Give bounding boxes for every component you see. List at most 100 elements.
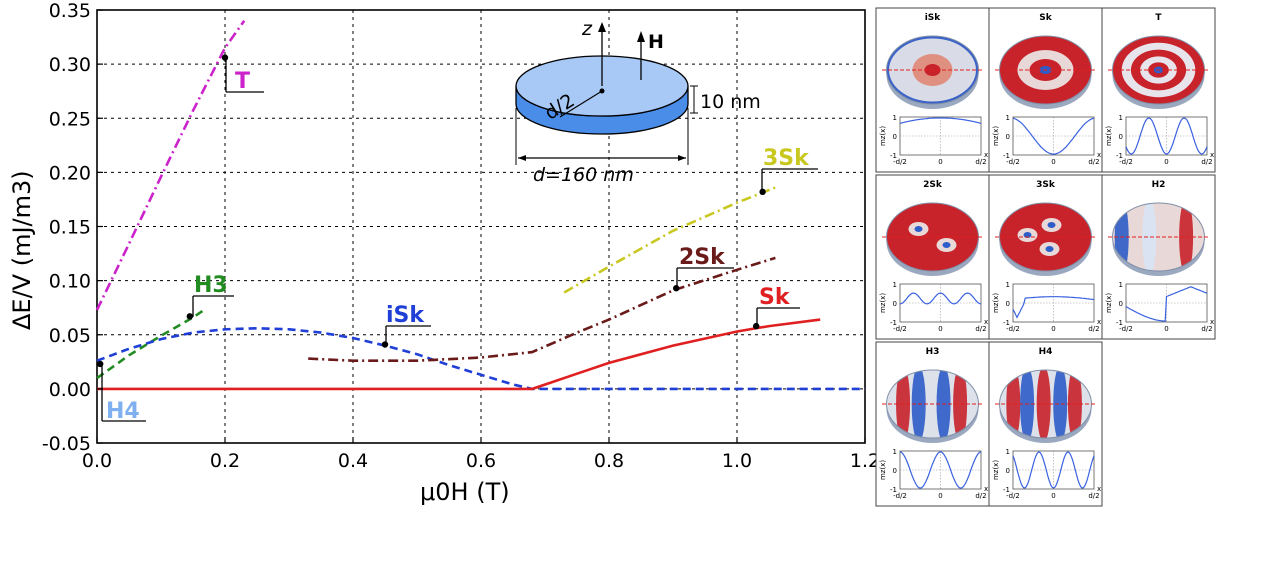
panel-sk: Sk 1 0 -1-d/2 0 d/2x mz(x) <box>988 7 1103 173</box>
y-tick-label: 0.35 <box>49 0 91 22</box>
profile-x-right: d/2 <box>975 158 986 166</box>
profile-x-right: d/2 <box>1088 325 1099 333</box>
y-tick-label: 0.00 <box>49 379 91 401</box>
series-line-H3 <box>96 307 207 380</box>
series-label-2Sk: 2Sk <box>679 245 726 270</box>
series-line-T <box>95 20 246 311</box>
mz-profile-line <box>899 451 982 489</box>
y-tick-label: 0.05 <box>49 325 91 347</box>
profile-x-right: d/2 <box>1201 325 1212 333</box>
profile-y-bot: -1 <box>1003 319 1010 327</box>
profile-y-mid: 0 <box>1119 300 1123 308</box>
mz-profile-line <box>1125 286 1208 322</box>
profile-y-var: mz(x) <box>992 126 1000 146</box>
z-label: z <box>581 18 593 40</box>
label-2Sk: 2Sk <box>676 245 734 290</box>
profile-x-left: -d/2 <box>1006 158 1020 166</box>
profile-x-mid: 0 <box>1051 158 1055 166</box>
profile-y-bot: -1 <box>1116 152 1123 160</box>
profile-x-right: d/2 <box>1088 492 1099 500</box>
series-line-Sk <box>97 318 821 391</box>
h-label: H <box>648 31 664 53</box>
series-labels: T H3 iSk 2Sk 3Sk <box>101 58 818 424</box>
y-tick-label: 0.10 <box>49 271 91 293</box>
profile-x-var: x <box>1097 485 1101 493</box>
y-tick-label: 0.20 <box>49 162 91 184</box>
label-Sk: Sk <box>756 285 800 327</box>
marker-T <box>221 54 229 61</box>
mz-profile-line <box>899 117 982 124</box>
profile-x-mid: 0 <box>1051 325 1055 333</box>
diameter-arrow-left <box>518 155 526 161</box>
profile-x-var: x <box>984 318 988 326</box>
panel-title: T <box>1155 13 1162 23</box>
x-tick-label: 0.2 <box>210 450 240 472</box>
profile-x-left: -d/2 <box>1119 158 1133 166</box>
panel-3sk: 3Sk 1 0 -1-d/2 0 d/2x mz(x) <box>988 174 1103 340</box>
profile-y-bot: -1 <box>890 152 897 160</box>
profile-x-var: x <box>1210 151 1214 159</box>
mz-profile-line <box>1012 117 1095 155</box>
profile-x-mid: 0 <box>938 325 942 333</box>
profile-y-top: 1 <box>893 281 897 289</box>
main-plot: 0.0 0.2 0.4 0.6 0.8 1.0 1.2 -0.05 0.00 0.05 0.10 0.… <box>42 0 880 472</box>
disk-schematic: z H d/2 10 nm d=160 nm <box>515 18 761 186</box>
profile-x-mid: 0 <box>1164 158 1168 166</box>
series-label-3Sk: 3Sk <box>763 146 810 171</box>
panel-title: iSk <box>925 13 942 23</box>
x-tick-label: 0.8 <box>594 450 624 472</box>
profile-y-top: 1 <box>1006 114 1010 122</box>
series-line-3Sk <box>563 186 776 294</box>
series-lines <box>95 20 865 391</box>
h-arrow-head <box>637 31 645 42</box>
profile-y-bot: -1 <box>890 486 897 494</box>
y-tick-label: 0.30 <box>49 54 91 76</box>
profile-y-top: 1 <box>1119 114 1123 122</box>
profile-y-bot: -1 <box>1116 319 1123 327</box>
series-label-Sk: Sk <box>759 285 791 310</box>
panel-title: H4 <box>1039 347 1053 357</box>
series-label-H3: H3 <box>194 273 228 298</box>
axis-ticks: 0.0 0.2 0.4 0.6 0.8 1.0 1.2 -0.05 0.00 0.05 0.10 0.… <box>42 0 880 472</box>
profile-y-bot: -1 <box>1003 486 1010 494</box>
marker-iSk <box>381 341 389 348</box>
series-label-iSk: iSk <box>386 303 425 328</box>
profile-x-mid: 0 <box>938 158 942 166</box>
profile-y-var: mz(x) <box>992 293 1000 313</box>
profile-y-mid: 0 <box>893 133 897 141</box>
panel-title: H2 <box>1152 180 1166 190</box>
profile-x-left: -d/2 <box>1006 325 1020 333</box>
y-axis-label: ΔE/V (mJ/m3) <box>8 170 36 330</box>
profile-x-left: -d/2 <box>1006 492 1020 500</box>
profile-x-var: x <box>984 485 988 493</box>
x-tick-label: 1.0 <box>722 450 752 472</box>
x-tick-label: 0.6 <box>466 450 496 472</box>
profile-y-mid: 0 <box>893 467 897 475</box>
panel-title: Sk <box>1039 13 1052 23</box>
marker-Sk <box>753 322 760 330</box>
panel-title: 2Sk <box>923 180 943 190</box>
profile-x-var: x <box>1097 151 1101 159</box>
profile-y-mid: 0 <box>1006 467 1010 475</box>
profile-x-left: -d/2 <box>893 158 907 166</box>
panel-h2: H2 1 0 -1-d/2 0 d/2x mz(x) <box>1101 174 1216 340</box>
y-tick-label: -0.05 <box>42 433 91 455</box>
panel-2sk: 2Sk 1 0 -1-d/2 0 d/2x mz(x) <box>875 174 990 340</box>
profile-y-mid: 0 <box>1006 133 1010 141</box>
profile-y-top: 1 <box>1006 448 1010 456</box>
mz-profile-line <box>1125 117 1208 155</box>
mz-profile-line <box>1012 451 1095 489</box>
marker-2Sk <box>673 285 680 292</box>
series-markers <box>97 54 766 368</box>
y-tick-label: 0.25 <box>49 108 91 130</box>
label-iSk: iSk <box>385 303 431 346</box>
series-label-H4: H4 <box>106 399 140 424</box>
profile-y-var: mz(x) <box>879 460 887 480</box>
profile-x-right: d/2 <box>1088 158 1099 166</box>
panel-title: 3Sk <box>1036 180 1056 190</box>
profile-x-right: d/2 <box>975 492 986 500</box>
profile-y-var: mz(x) <box>992 460 1000 480</box>
z-arrow-head <box>598 22 606 32</box>
